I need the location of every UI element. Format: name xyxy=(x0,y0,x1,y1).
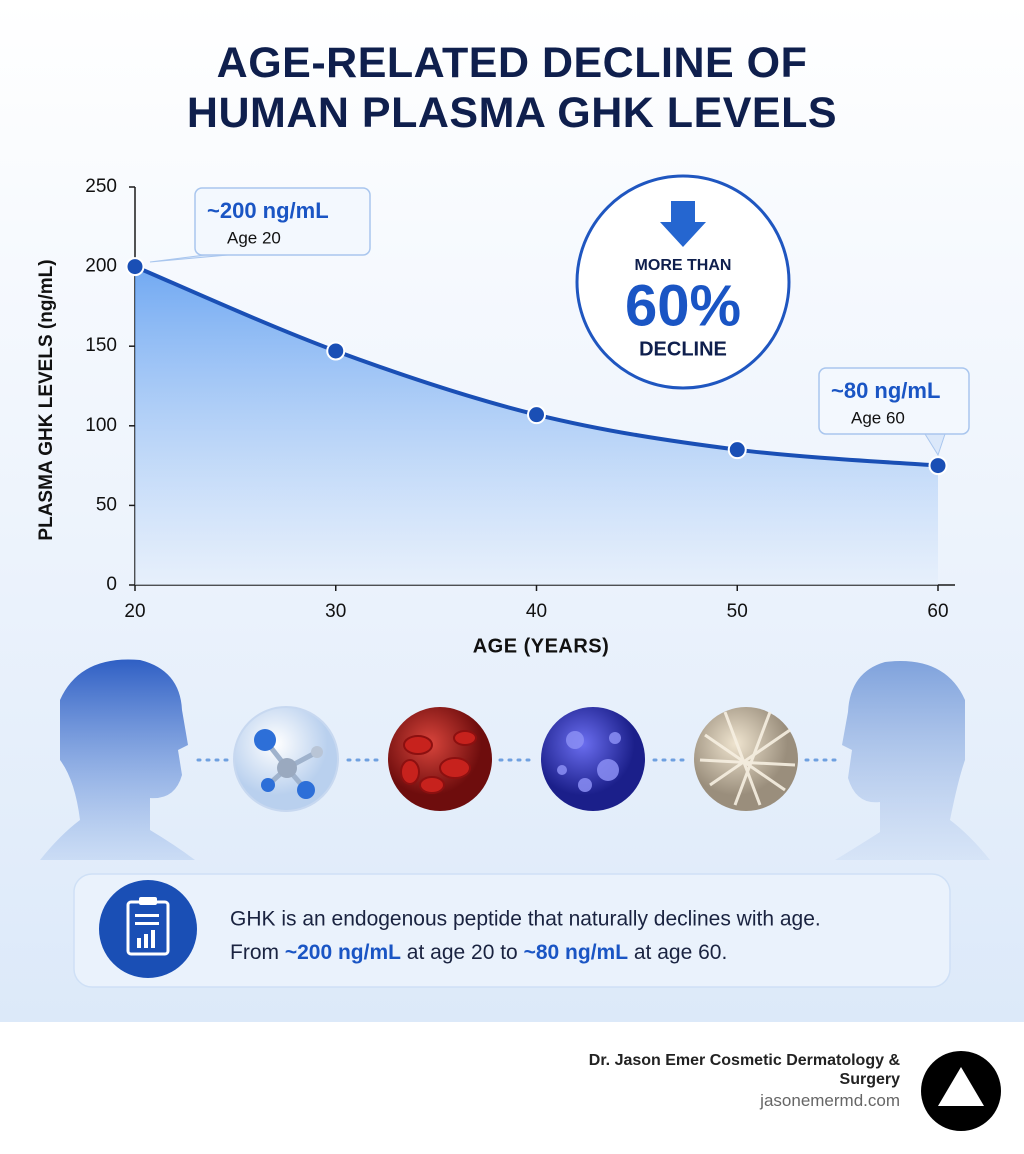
footer-organization: Dr. Jason Emer Cosmetic Dermatology & Su… xyxy=(588,1052,900,1088)
decline-text: 60% xyxy=(625,273,741,338)
cells-icon xyxy=(541,707,645,811)
decline-text: MORE THAN xyxy=(635,257,732,274)
footer-url: jasonemermd.com xyxy=(760,1091,900,1110)
point xyxy=(727,440,747,460)
decline-arrow xyxy=(660,201,706,247)
info-text: From xyxy=(230,941,285,964)
callout-label: ~80 ng/mL xyxy=(831,378,940,403)
logo-mark xyxy=(938,1067,984,1106)
info-highlight: ~80 ng/mL xyxy=(524,941,629,964)
x-tick-label: 30 xyxy=(325,601,346,622)
info-icon xyxy=(99,880,197,978)
y-tick-label: 50 xyxy=(96,494,117,515)
callout-sublabel: Age 20 xyxy=(227,228,281,247)
info-highlight: ~200 ng/mL xyxy=(285,941,401,964)
x-tick-label: 20 xyxy=(124,601,145,622)
area xyxy=(135,266,938,585)
y-tick-label: 150 xyxy=(85,335,117,356)
info-text: GHK is an endogenous peptide that natura… xyxy=(230,908,821,931)
y-tick-label: 100 xyxy=(85,415,117,436)
x-tick-label: 40 xyxy=(526,601,547,622)
info-text: at age 60. xyxy=(628,941,727,964)
old-face xyxy=(835,661,990,860)
point xyxy=(527,405,546,425)
point xyxy=(928,456,948,476)
chart-title: AGE-RELATED DECLINE OF HUMAN PLASMA GHK … xyxy=(186,39,838,137)
x-tick-label: 60 xyxy=(927,601,948,622)
info-text: at age 20 to xyxy=(401,941,524,964)
decline-text: DECLINE xyxy=(639,338,727,360)
decline-badge xyxy=(575,174,791,390)
y-tick-label: 250 xyxy=(85,176,117,197)
y-tick-label: 200 xyxy=(85,256,117,277)
callout-box xyxy=(818,367,970,435)
y-tick-label: 0 xyxy=(106,574,117,595)
x-axis-label: AGE (YEARS) xyxy=(473,635,610,657)
x-tick-label: 50 xyxy=(727,601,748,622)
callout-label: ~200 ng/mL xyxy=(207,198,329,223)
young-face xyxy=(40,659,195,860)
info-text: From ~200 ng/mL at age 20 to ~80 ng/mL a… xyxy=(230,941,727,964)
illustrations xyxy=(40,659,990,860)
chart: 0 50 100 150 200 250 20 30 40 50 60 AGE (YEARS) PLAS… xyxy=(36,174,970,657)
point xyxy=(326,341,346,361)
footer-background xyxy=(0,1022,1024,1154)
callout-box xyxy=(194,187,371,256)
y-axis-label: PLASMA GHK LEVELS (ng/mL) xyxy=(36,259,57,540)
info-box xyxy=(73,873,951,988)
point xyxy=(125,257,145,277)
callout-sublabel: Age 60 xyxy=(851,408,905,427)
blood-cells-icon xyxy=(388,707,492,811)
